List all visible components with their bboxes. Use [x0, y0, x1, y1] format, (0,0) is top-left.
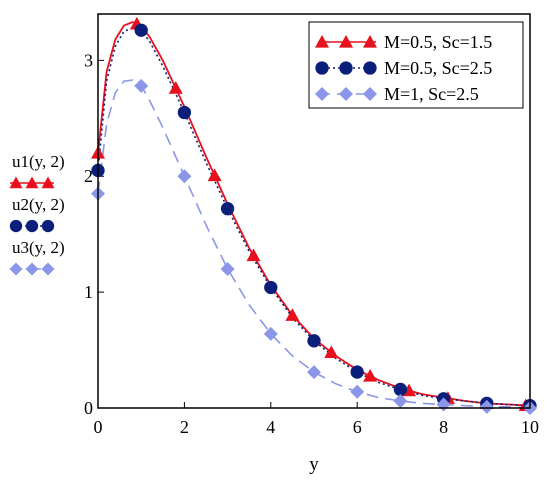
series-2-point	[177, 105, 192, 120]
x-tick-label: 4	[266, 417, 275, 437]
series-2-point	[264, 280, 278, 295]
axis-label-marker	[25, 176, 39, 189]
series-line-3	[98, 79, 530, 408]
x-tick-label: 0	[94, 417, 103, 437]
series-1-point	[285, 308, 300, 321]
legend-marker	[315, 61, 329, 75]
series-3-point	[263, 326, 278, 341]
series-2-point	[134, 23, 148, 37]
plot-frame	[97, 13, 531, 409]
legend-marker	[339, 35, 353, 48]
axis-label-marker	[9, 262, 23, 276]
series-1-point	[324, 345, 339, 358]
series-2-point	[220, 202, 235, 216]
axis-label-marker	[25, 262, 39, 276]
legend: M=0.5, Sc=1.5 M=0.5, Sc=2.5 M=1, Sc=2.5	[308, 21, 524, 109]
series-2-point	[350, 365, 364, 379]
axis-label-marker	[41, 262, 55, 276]
axis-label-marker	[41, 176, 55, 189]
legend-marker	[339, 87, 353, 101]
series-1-point	[363, 369, 378, 382]
y-tick-labels: 0 1 2 3	[84, 50, 93, 418]
legend-marker	[363, 35, 377, 48]
legend-marker	[315, 35, 329, 48]
x-tick-label: 6	[353, 417, 362, 437]
legend-label: M=1, Sc=2.5	[384, 84, 479, 104]
axis-label-marker	[9, 219, 23, 233]
x-tick-label: 8	[439, 417, 448, 437]
x-tick-label: 2	[180, 417, 189, 437]
y-tick-label: 3	[84, 50, 93, 70]
legend-marker	[339, 61, 353, 75]
x-axis-label: y	[309, 454, 319, 475]
series-2-point	[307, 334, 321, 348]
series-1-point	[207, 168, 222, 182]
series-axis-label: u2(y, 2)	[12, 195, 65, 214]
axis-label-marker	[41, 219, 55, 233]
axis-label-marker	[25, 219, 39, 233]
legend-marker	[315, 87, 329, 101]
y-axis-series-labels: u1(y, 2) u2(y, 2) u3(y, 2)	[9, 152, 65, 276]
series-axis-label: u3(y, 2)	[12, 238, 65, 257]
x-tick-label: 10	[521, 417, 539, 437]
series-1-point	[246, 248, 261, 262]
series-3-point	[307, 365, 321, 380]
series-3-point	[393, 394, 408, 409]
axis-label-marker	[9, 176, 23, 189]
axis-ticks	[97, 59, 531, 409]
y-tick-label: 1	[84, 282, 93, 302]
series-3-point	[350, 384, 365, 399]
series-2-point	[393, 382, 408, 397]
series-3-point	[220, 261, 235, 276]
series-3-point	[479, 399, 494, 414]
legend-label: M=0.5, Sc=2.5	[384, 58, 492, 78]
series-3-point	[177, 169, 192, 184]
legend-marker	[363, 87, 377, 101]
y-tick-label: 2	[84, 166, 93, 186]
y-tick-label: 0	[84, 398, 93, 418]
series-axis-label: u1(y, 2)	[12, 152, 65, 171]
x-tick-labels: 0 2 4 6 8 10	[94, 417, 540, 437]
series-3-point	[134, 78, 149, 93]
legend-marker	[363, 61, 377, 75]
markers-layer	[91, 16, 537, 415]
series-1-point	[168, 81, 183, 94]
legend-label: M=0.5, Sc=1.5	[384, 32, 492, 52]
